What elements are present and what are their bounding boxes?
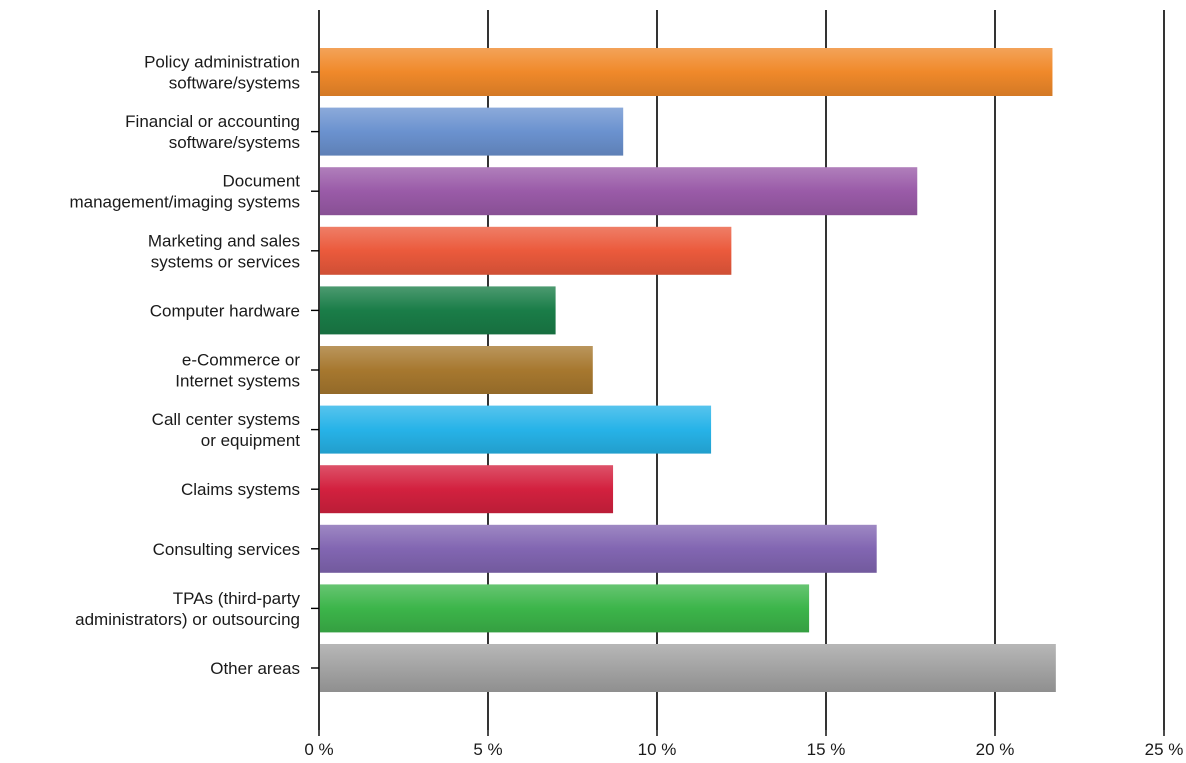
- bar-4: [320, 286, 556, 335]
- category-label-line: Claims systems: [181, 480, 300, 499]
- axes: [311, 10, 1165, 736]
- bar-3: [320, 226, 732, 275]
- category-label-line: Marketing and sales: [148, 231, 300, 250]
- x-tick-label-5: 5 %: [473, 740, 502, 759]
- category-label-10: Other areas: [210, 659, 300, 678]
- category-label-line: Consulting services: [153, 540, 300, 559]
- x-tick-label-10: 10 %: [638, 740, 677, 759]
- bar-10: [320, 644, 1056, 692]
- x-tick-label-15: 15 %: [807, 740, 846, 759]
- x-tick-labels: 0 % 5 % 10 % 15 % 20 % 25 %: [304, 740, 1183, 759]
- category-label-line: administrators) or outsourcing: [75, 610, 300, 629]
- category-labels: Policy administration software/systemsFin…: [69, 53, 300, 679]
- category-label-9: TPAs (third-party administrators) or outs…: [75, 589, 300, 629]
- bar-6: [320, 405, 712, 454]
- bar-1: [320, 107, 624, 156]
- bar-9: [320, 584, 810, 633]
- category-label-4: Computer hardware: [150, 301, 300, 320]
- category-label-line: TPAs (third-party: [173, 589, 301, 608]
- x-tick-label-20: 20 %: [976, 740, 1015, 759]
- bar-8: [320, 524, 877, 573]
- category-label-line: systems or services: [151, 252, 300, 271]
- category-label-line: software/systems: [169, 133, 300, 152]
- category-label-line: Call center systems: [152, 410, 300, 429]
- category-label-1: Financial or accounting software/systems: [125, 112, 300, 152]
- category-label-8: Consulting services: [153, 540, 300, 559]
- category-label-2: Document management/imaging systems: [69, 172, 300, 212]
- bar-7: [320, 465, 614, 514]
- category-label-line: management/imaging systems: [69, 193, 300, 212]
- category-label-line: software/systems: [169, 74, 300, 93]
- category-label-line: Internet systems: [175, 372, 300, 391]
- category-label-7: Claims systems: [181, 480, 300, 499]
- category-label-6: Call center systems or equipment: [152, 410, 301, 450]
- bars: [320, 48, 1056, 692]
- category-label-line: or equipment: [201, 431, 301, 450]
- category-label-line: Computer hardware: [150, 301, 300, 320]
- category-label-line: Other areas: [210, 659, 300, 678]
- category-label-line: Policy administration: [144, 53, 300, 72]
- category-label-5: e-Commerce or Internet systems: [175, 351, 300, 391]
- category-label-line: e-Commerce or: [182, 351, 300, 370]
- category-label-3: Marketing and sales systems or services: [148, 231, 300, 271]
- category-label-line: Document: [223, 172, 301, 191]
- bar-5: [320, 346, 593, 394]
- x-tick-label-25: 25 %: [1145, 740, 1184, 759]
- bar-0: [320, 48, 1053, 96]
- category-label-line: Financial or accounting: [125, 112, 300, 131]
- category-label-0: Policy administration software/systems: [144, 53, 300, 93]
- bar-2: [320, 167, 918, 216]
- x-tick-label-0: 0 %: [304, 740, 333, 759]
